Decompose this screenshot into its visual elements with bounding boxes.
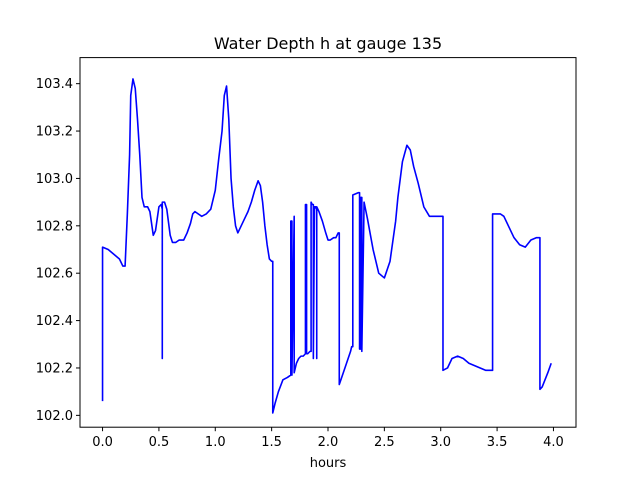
y-tick-label: 102.4 [36, 314, 73, 329]
y-tick-label: 103.4 [36, 77, 73, 92]
y-tick-label: 102.2 [36, 361, 73, 376]
x-tick-label: 3.0 [430, 435, 451, 450]
y-axis: 102.0 102.2 102.4 102.6 102.8 103.0 103.2 103.4 [36, 77, 80, 424]
y-tick-label: 103.2 [36, 125, 73, 140]
x-tick-label: 3.5 [487, 435, 508, 450]
x-tick-label: 1.0 [205, 435, 226, 450]
y-tick-label: 102.0 [36, 409, 73, 424]
x-tick-label: 0.0 [92, 435, 113, 450]
x-tick-label: 0.5 [149, 435, 170, 450]
x-tick-label: 2.5 [374, 435, 395, 450]
x-axis: 0.0 0.5 1.0 1.5 2.0 2.5 3.0 3.5 4.0 [92, 427, 564, 450]
y-tick-label: 103.0 [36, 172, 73, 187]
x-tick-label: 2.0 [318, 435, 339, 450]
chart-title: Water Depth h at gauge 135 [214, 34, 442, 53]
plot-lines [101, 78, 552, 414]
x-tick-label: 4.0 [543, 435, 564, 450]
y-tick-label: 102.6 [36, 267, 73, 282]
x-axis-label: hours [310, 456, 347, 471]
y-tick-label: 102.8 [36, 219, 73, 234]
series-line-0 [101, 78, 552, 414]
x-tick-label: 1.5 [261, 435, 282, 450]
